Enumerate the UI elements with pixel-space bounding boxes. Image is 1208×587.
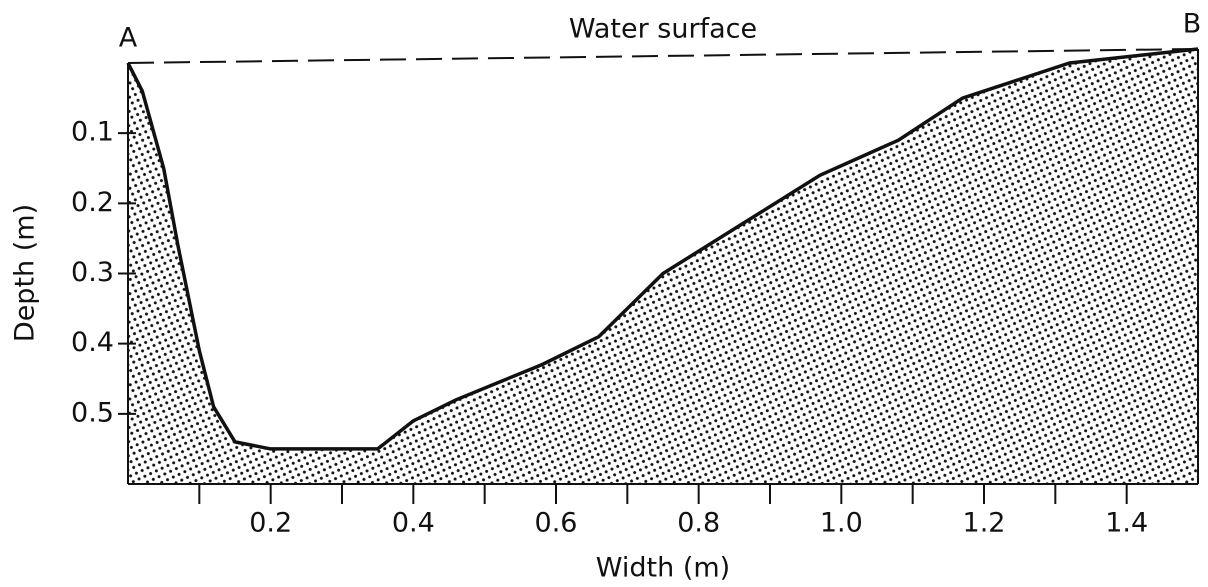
x-tick-label: 1.2 bbox=[963, 508, 1006, 539]
x-tick-label: 0.4 bbox=[392, 508, 435, 539]
point-label: B bbox=[1183, 8, 1202, 39]
x-axis-label: Width (m) bbox=[596, 553, 730, 584]
y-tick-label: 0.3 bbox=[71, 257, 114, 288]
y-axis-label: Depth (m) bbox=[10, 204, 41, 342]
x-tick-label: 0.6 bbox=[535, 508, 578, 539]
bed-fill bbox=[128, 48, 1198, 484]
y-tick-label: 0.2 bbox=[71, 187, 114, 218]
y-tick-label: 0.5 bbox=[71, 397, 114, 428]
x-tick-label: 1.0 bbox=[820, 508, 863, 539]
bed-profile bbox=[126, 47, 1199, 451]
y-tick-label: 0.4 bbox=[71, 327, 114, 358]
x-tick-label: 0.2 bbox=[249, 508, 292, 539]
water-surface-label: Water surface bbox=[569, 14, 757, 45]
x-tick-label: 1.4 bbox=[1105, 508, 1148, 539]
y-tick-label: 0.1 bbox=[71, 117, 114, 148]
water-surface bbox=[127, 47, 1199, 64]
point-label: A bbox=[119, 23, 138, 54]
x-tick-label: 0.8 bbox=[677, 508, 720, 539]
